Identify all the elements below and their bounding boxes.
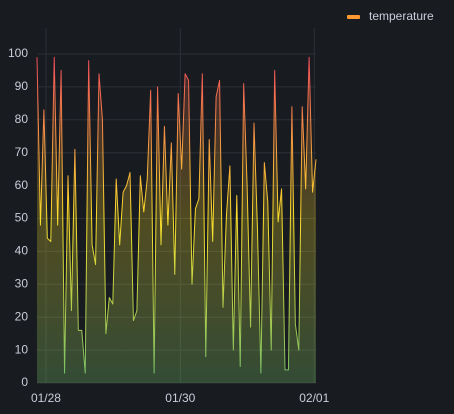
y-tick-label: 60 [15, 178, 29, 192]
y-tick-label: 20 [15, 309, 29, 323]
y-tick-label: 50 [15, 211, 29, 225]
y-tick-label: 40 [15, 244, 29, 258]
y-tick-label: 0 [21, 375, 28, 389]
area [37, 57, 316, 383]
y-tick-label: 10 [15, 342, 29, 356]
line [36, 56, 317, 374]
y-tick-label: 70 [15, 145, 29, 159]
legend-swatch [347, 15, 360, 19]
y-tick-label: 30 [15, 276, 29, 290]
x-tick-label: 02/01 [299, 391, 329, 405]
y-tick-label: 100 [8, 46, 28, 60]
y-tick-label: 80 [15, 112, 29, 126]
x-tick-label: 01/28 [31, 391, 61, 405]
x-tick-label: 01/30 [165, 391, 195, 405]
y-tick-label: 90 [15, 79, 29, 93]
legend-label[interactable]: temperature [369, 9, 434, 23]
